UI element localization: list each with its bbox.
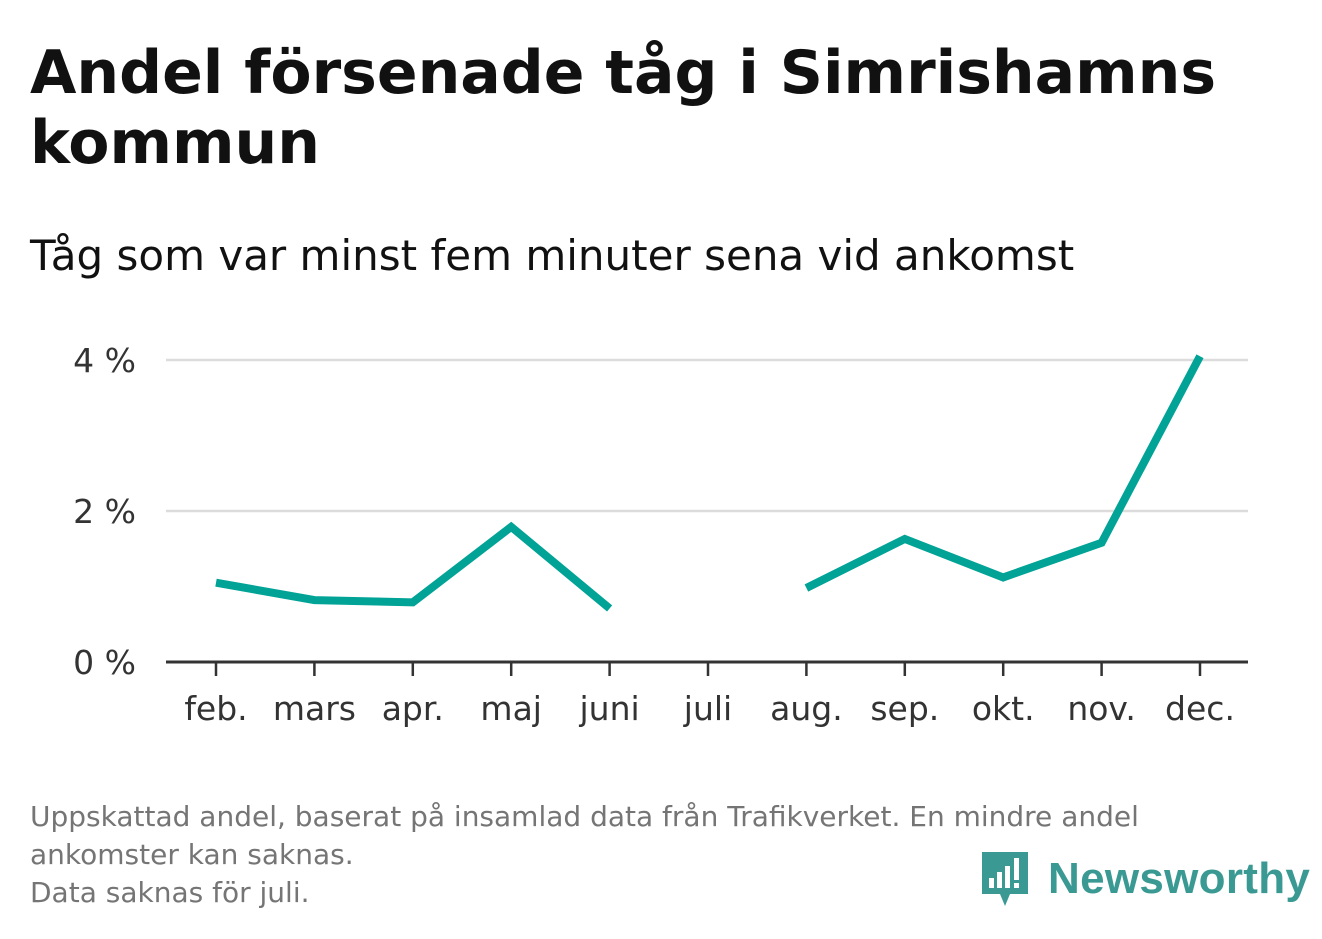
grid-lines: [166, 358, 1248, 513]
y-tick-label: 2 %: [73, 492, 136, 531]
x-tick-label: dec.: [1165, 689, 1235, 728]
brand-logo: Newsworthy: [980, 848, 1310, 910]
x-tick-label: mars: [273, 689, 356, 728]
footnote-line-2: ankomster kan saknas.: [30, 838, 354, 871]
brand-name: Newsworthy: [1048, 854, 1311, 903]
series-line-segment: [215, 521, 613, 612]
x-axis: [166, 660, 1248, 676]
x-tick-label: nov.: [1067, 689, 1136, 728]
x-tick-label: feb.: [184, 689, 247, 728]
x-tick-label: okt.: [972, 689, 1035, 728]
footnote-line-3: Data saknas för juli.: [30, 876, 310, 909]
x-tick-label: apr.: [382, 689, 444, 728]
x-tick-label: sep.: [870, 689, 939, 728]
x-tick-label: juni: [579, 689, 640, 728]
y-tick-label: 0 %: [73, 643, 136, 682]
series-lines: [215, 354, 1204, 612]
footnote: Uppskattad andel, baserat på insamlad da…: [30, 798, 1290, 912]
y-axis-labels: 0 % 2 % 4 %: [73, 341, 136, 682]
footnote-line-1: Uppskattad andel, baserat på insamlad da…: [30, 800, 1139, 833]
x-axis-labels: feb. mars apr. maj juni juli aug. sep. okt. nov. d…: [184, 689, 1235, 728]
series-line-segment: [804, 354, 1204, 592]
chart-subtitle: Tåg som var minst fem minuter sena vid a…: [30, 231, 1075, 280]
chart-title: Andel försenade tåg i Simrishamns kommun: [30, 38, 1217, 178]
bar-chart-speech-bubble-icon: [982, 852, 1028, 906]
x-tick-label: juli: [683, 689, 732, 728]
x-tick-label: maj: [480, 689, 542, 728]
x-tick-label: aug.: [770, 689, 843, 728]
y-tick-label: 4 %: [73, 341, 136, 380]
